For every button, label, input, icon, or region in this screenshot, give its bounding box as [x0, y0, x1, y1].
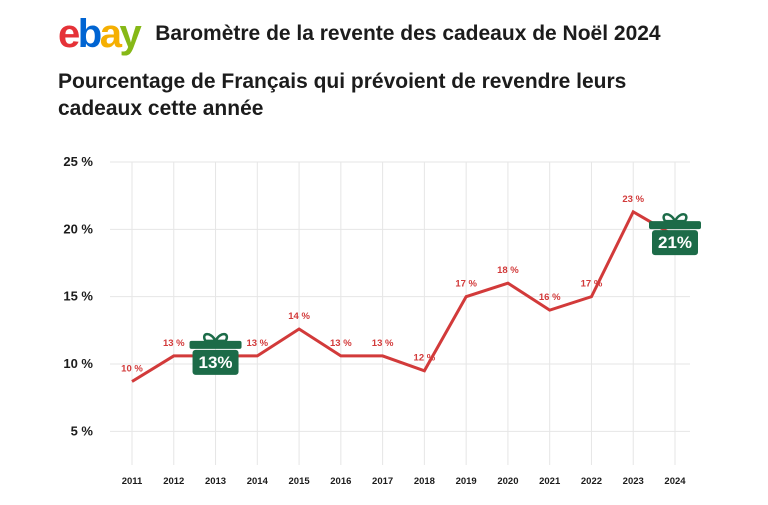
x-tick-label: 2019 — [456, 476, 477, 487]
x-tick-label: 2024 — [664, 476, 686, 487]
header: ebay Baromètre de la revente des cadeaux… — [58, 14, 661, 54]
gift-lid — [189, 340, 242, 349]
data-label: 13 % — [372, 338, 394, 349]
y-tick-label: 15 % — [63, 289, 93, 304]
gift-bow-right — [213, 332, 229, 343]
ebay-logo: ebay — [58, 12, 142, 56]
x-tick-label: 2021 — [539, 476, 561, 487]
gift-bow-left — [662, 213, 678, 223]
chart-title: Pourcentage de Français qui prévoient de… — [58, 70, 627, 120]
header-title: Baromètre de la revente des cadeaux de N… — [155, 22, 661, 45]
x-tick-label: 2023 — [623, 476, 644, 487]
gift-body — [192, 349, 239, 375]
gift-bow-left — [203, 332, 218, 343]
data-label: 13 % — [163, 338, 185, 349]
y-tick-label: 10 % — [63, 356, 93, 371]
data-label: 23 % — [622, 194, 644, 205]
x-tick-label: 2014 — [247, 476, 269, 487]
y-tick-label: 20 % — [63, 221, 93, 236]
logo-letter-e: e — [58, 12, 80, 56]
data-label: 10 % — [121, 364, 143, 375]
x-tick-label: 2022 — [581, 476, 602, 487]
gift-body — [652, 230, 698, 256]
gift-bow-right — [672, 213, 688, 223]
highlight-label: 21% — [658, 233, 692, 252]
x-tick-label: 2016 — [330, 476, 351, 487]
x-tick-label: 2011 — [122, 476, 143, 487]
data-label: 13 % — [330, 338, 352, 349]
x-tick-label: 2017 — [372, 476, 393, 487]
data-label: 17 % — [455, 279, 477, 290]
gift-lid — [649, 221, 701, 230]
data-label: 14 % — [288, 311, 310, 322]
x-tick-label: 2020 — [497, 476, 518, 487]
data-label: 18 % — [497, 265, 519, 276]
gift-badge: 13% — [189, 332, 242, 375]
x-tick-label: 2015 — [289, 476, 311, 487]
logo-letter-y: y — [119, 12, 141, 56]
grid — [110, 161, 690, 465]
data-label: 17 % — [581, 279, 603, 290]
logo-letter-a: a — [99, 12, 122, 56]
gift-badge: 21% — [649, 213, 701, 256]
y-tick-label: 25 % — [63, 154, 93, 169]
x-tick-label: 2012 — [163, 476, 184, 487]
data-label: 16 % — [539, 292, 561, 303]
x-tick-label: 2018 — [414, 476, 435, 487]
y-tick-label: 5 % — [71, 423, 94, 438]
logo-letter-b: b — [77, 12, 102, 56]
data-label: 12 % — [414, 353, 436, 364]
highlight-label: 13% — [199, 353, 233, 372]
data-label: 13 % — [246, 338, 268, 349]
x-tick-label: 2013 — [205, 476, 226, 487]
